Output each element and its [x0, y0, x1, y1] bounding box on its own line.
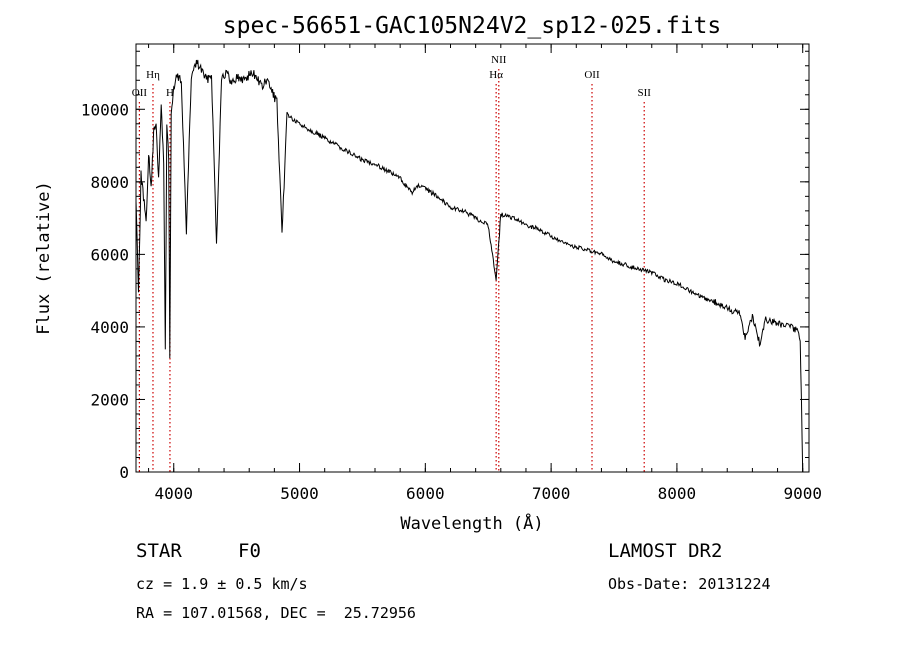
- y-tick-label: 4000: [90, 318, 129, 337]
- redshift-value: cz = 1.9 ± 0.5 km/s: [136, 575, 308, 593]
- chart-title: spec-56651-GAC105N24V2_sp12-025.fits: [223, 13, 722, 39]
- line-marker-label: OII: [584, 69, 600, 81]
- observation-date: Obs-Date: 20131224: [608, 575, 771, 593]
- spectrum-line: [135, 59, 806, 473]
- line-marker-label: OII: [132, 87, 148, 99]
- y-tick-label: 6000: [90, 245, 129, 264]
- x-tick-label: 6000: [406, 484, 445, 503]
- survey-name: LAMOST DR2: [608, 540, 723, 562]
- line-marker-label: Hα: [489, 69, 503, 81]
- y-axis-label: Flux (relative): [34, 181, 54, 335]
- line-marker-label: NII: [491, 54, 507, 66]
- x-tick-label: 9000: [783, 484, 822, 503]
- line-marker-label: H: [166, 87, 174, 99]
- line-markers: OII Hη H NII Hα OII SII: [132, 54, 651, 472]
- y-tick-label: 2000: [90, 390, 129, 409]
- x-tick-label: 7000: [532, 484, 571, 503]
- object-class: STAR: [136, 540, 182, 562]
- y-tick-label: 8000: [90, 173, 129, 192]
- line-marker-label: SII: [637, 87, 651, 99]
- spectral-subclass: F0: [238, 540, 261, 562]
- axis-ticks: 4000 5000 6000 7000 8000 9000 0 2000 4000 6000 800…: [81, 44, 822, 503]
- x-tick-label: 8000: [658, 484, 697, 503]
- sky-coordinates: RA = 107.01568, DEC = 25.72956: [136, 604, 416, 622]
- x-axis-label: Wavelength (Å): [400, 512, 543, 534]
- x-tick-label: 5000: [280, 484, 319, 503]
- y-tick-label: 10000: [81, 100, 129, 119]
- plot-frame: [135, 43, 810, 473]
- line-marker-label: Hη: [146, 69, 160, 81]
- x-tick-label: 4000: [154, 484, 193, 503]
- y-tick-label: 0: [119, 463, 129, 482]
